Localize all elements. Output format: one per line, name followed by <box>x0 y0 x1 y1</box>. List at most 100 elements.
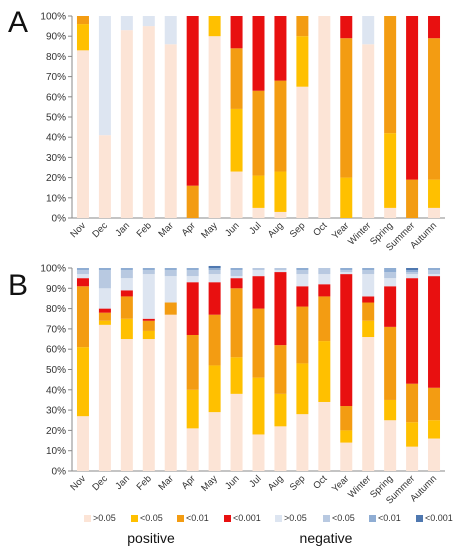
bar-segment-pos-lt05 <box>296 36 309 87</box>
legend-swatch <box>275 515 282 522</box>
bar-segment-pos-lt01 <box>296 306 309 364</box>
bar-segment-pos-lt001 <box>340 16 353 39</box>
bar-segment-neg-lt05 <box>362 270 375 275</box>
bar-segment-neg-lt05 <box>230 270 243 277</box>
bar-segment-pos-lt05 <box>186 389 199 429</box>
bar-segment-pos-lt01 <box>296 16 309 37</box>
bar-segment-pos-lt01 <box>428 38 441 180</box>
bar-segment-pos-lt001 <box>318 284 331 297</box>
x-tick-label: Aug <box>266 473 286 493</box>
legend-label: <0.01 <box>378 513 401 523</box>
bar-segment-neg-lt05 <box>142 270 155 275</box>
bar-segment-neg-gt05 <box>428 274 441 277</box>
bar-segment-pos-lt05 <box>274 393 287 427</box>
bar-segment-pos-gt05 <box>76 416 89 471</box>
bar-segment-pos-gt05 <box>318 16 331 218</box>
bar-segment-pos-lt001 <box>428 276 441 388</box>
bar-segment-neg-lt05 <box>296 270 309 275</box>
x-tick-label: Sep <box>288 473 308 493</box>
bar-segment-pos-lt05 <box>98 320 111 325</box>
bar-segment-pos-lt001 <box>230 16 243 49</box>
bar-segment-pos-gt05 <box>296 86 309 218</box>
y-tick-label: 20% <box>46 173 66 184</box>
bar-segment-pos-lt05 <box>76 347 89 417</box>
legend-swatch <box>369 515 376 522</box>
y-tick-label: 70% <box>46 324 66 335</box>
x-tick-label: Jan <box>113 220 132 239</box>
x-tick-label: Sep <box>288 220 308 240</box>
x-tick-label: May <box>199 473 220 494</box>
bar-segment-pos-lt01 <box>274 345 287 394</box>
bar-segment-pos-lt05 <box>384 133 397 208</box>
legend-label: <0.05 <box>332 513 355 523</box>
bar-segment-pos-gt05 <box>340 442 353 471</box>
bar-segment-neg-gt05 <box>318 274 331 285</box>
bar-segment-pos-gt05 <box>98 135 111 218</box>
panel-b: B 0% 10% 20% 30% 40% 50% 60% 70% 80% 90% 100% Nov Dec… <box>8 264 445 507</box>
bar-segment-neg-lt05 <box>76 270 89 275</box>
bar-segment-neg-gt05 <box>142 16 155 27</box>
x-tick-label: Jun <box>223 220 242 239</box>
bar-segment-pos-lt01 <box>230 288 243 358</box>
x-tick-label: Jun <box>223 473 242 492</box>
bar-segment-neg-gt05 <box>98 288 111 309</box>
x-tick-label: Apr <box>180 473 198 491</box>
y-tick-label: 100% <box>40 12 66 23</box>
bar-segment-pos-lt001 <box>120 290 133 297</box>
bar-segment-neg-lt05 <box>252 268 265 271</box>
bar-segment-pos-lt01 <box>186 185 199 218</box>
bar-segment-pos-lt001 <box>274 16 287 81</box>
bar-segment-pos-lt01 <box>164 302 177 315</box>
bar-segment-pos-gt05 <box>208 36 221 219</box>
bar-segment-pos-lt001 <box>142 318 155 321</box>
bar-segment-pos-gt05 <box>406 446 419 471</box>
bar-segment-pos-lt05 <box>428 179 441 208</box>
bar-segment-neg-lt05 <box>428 270 441 275</box>
legend-label: <0.01 <box>186 513 209 523</box>
bar-segment-pos-gt05 <box>186 428 199 471</box>
bar-segment-neg-lt01 <box>340 268 353 271</box>
bar-segment-pos-gt05 <box>142 339 155 471</box>
bar-segment-pos-lt05 <box>120 318 133 340</box>
panel-letter: A <box>8 6 28 39</box>
bar-segment-pos-lt05 <box>208 16 221 37</box>
legend-swatch <box>323 515 330 522</box>
legend-swatch <box>224 515 231 522</box>
y-tick-label: 10% <box>46 193 66 204</box>
bar-segment-pos-lt001 <box>274 272 287 346</box>
bar-segment-pos-lt01 <box>208 314 221 366</box>
x-tick-label: Winter <box>346 220 373 247</box>
legend-swatch <box>416 515 423 522</box>
bar-segment-neg-gt05 <box>340 272 353 275</box>
bar-segment-pos-lt001 <box>362 296 375 303</box>
bar-segment-pos-lt05 <box>296 363 309 415</box>
bar-segment-neg-gt05 <box>186 276 199 283</box>
bar-segment-pos-gt05 <box>296 414 309 471</box>
bar-segment-neg-gt05 <box>296 274 309 287</box>
legend-label: >0.05 <box>93 513 116 523</box>
bar-segment-pos-lt001 <box>252 276 265 309</box>
x-tick-label: Nov <box>68 220 88 240</box>
y-tick-label: 30% <box>46 153 66 164</box>
y-tick-label: 90% <box>46 284 66 295</box>
bar-segment-pos-gt05 <box>384 207 397 218</box>
y-tick-label: 0% <box>52 467 67 478</box>
y-tick-label: 0% <box>52 214 67 225</box>
x-tick-label: Winter <box>346 473 373 500</box>
bar-segment-pos-lt001 <box>186 282 199 335</box>
bar-segment-neg-lt01 <box>164 268 177 271</box>
bar-segment-neg-lt05 <box>208 270 221 275</box>
bar-segment-pos-lt01 <box>274 80 287 172</box>
bar-segment-neg-lt05 <box>406 272 419 275</box>
bar-segment-pos-lt01 <box>362 302 375 321</box>
x-tick-label: Jul <box>247 473 263 489</box>
bar-segment-pos-gt05 <box>384 420 397 471</box>
bar-segment-pos-gt05 <box>362 337 375 471</box>
x-tick-label: Dec <box>90 473 110 493</box>
bar-segment-pos-gt05 <box>230 171 243 218</box>
bar-segment-neg-lt05 <box>384 272 397 279</box>
bar-segment-pos-lt01 <box>186 334 199 390</box>
bar-segment-neg-gt05 <box>76 274 89 279</box>
bar-segment-neg-lt01 <box>230 268 243 271</box>
bar-segment-pos-lt001 <box>186 16 199 186</box>
